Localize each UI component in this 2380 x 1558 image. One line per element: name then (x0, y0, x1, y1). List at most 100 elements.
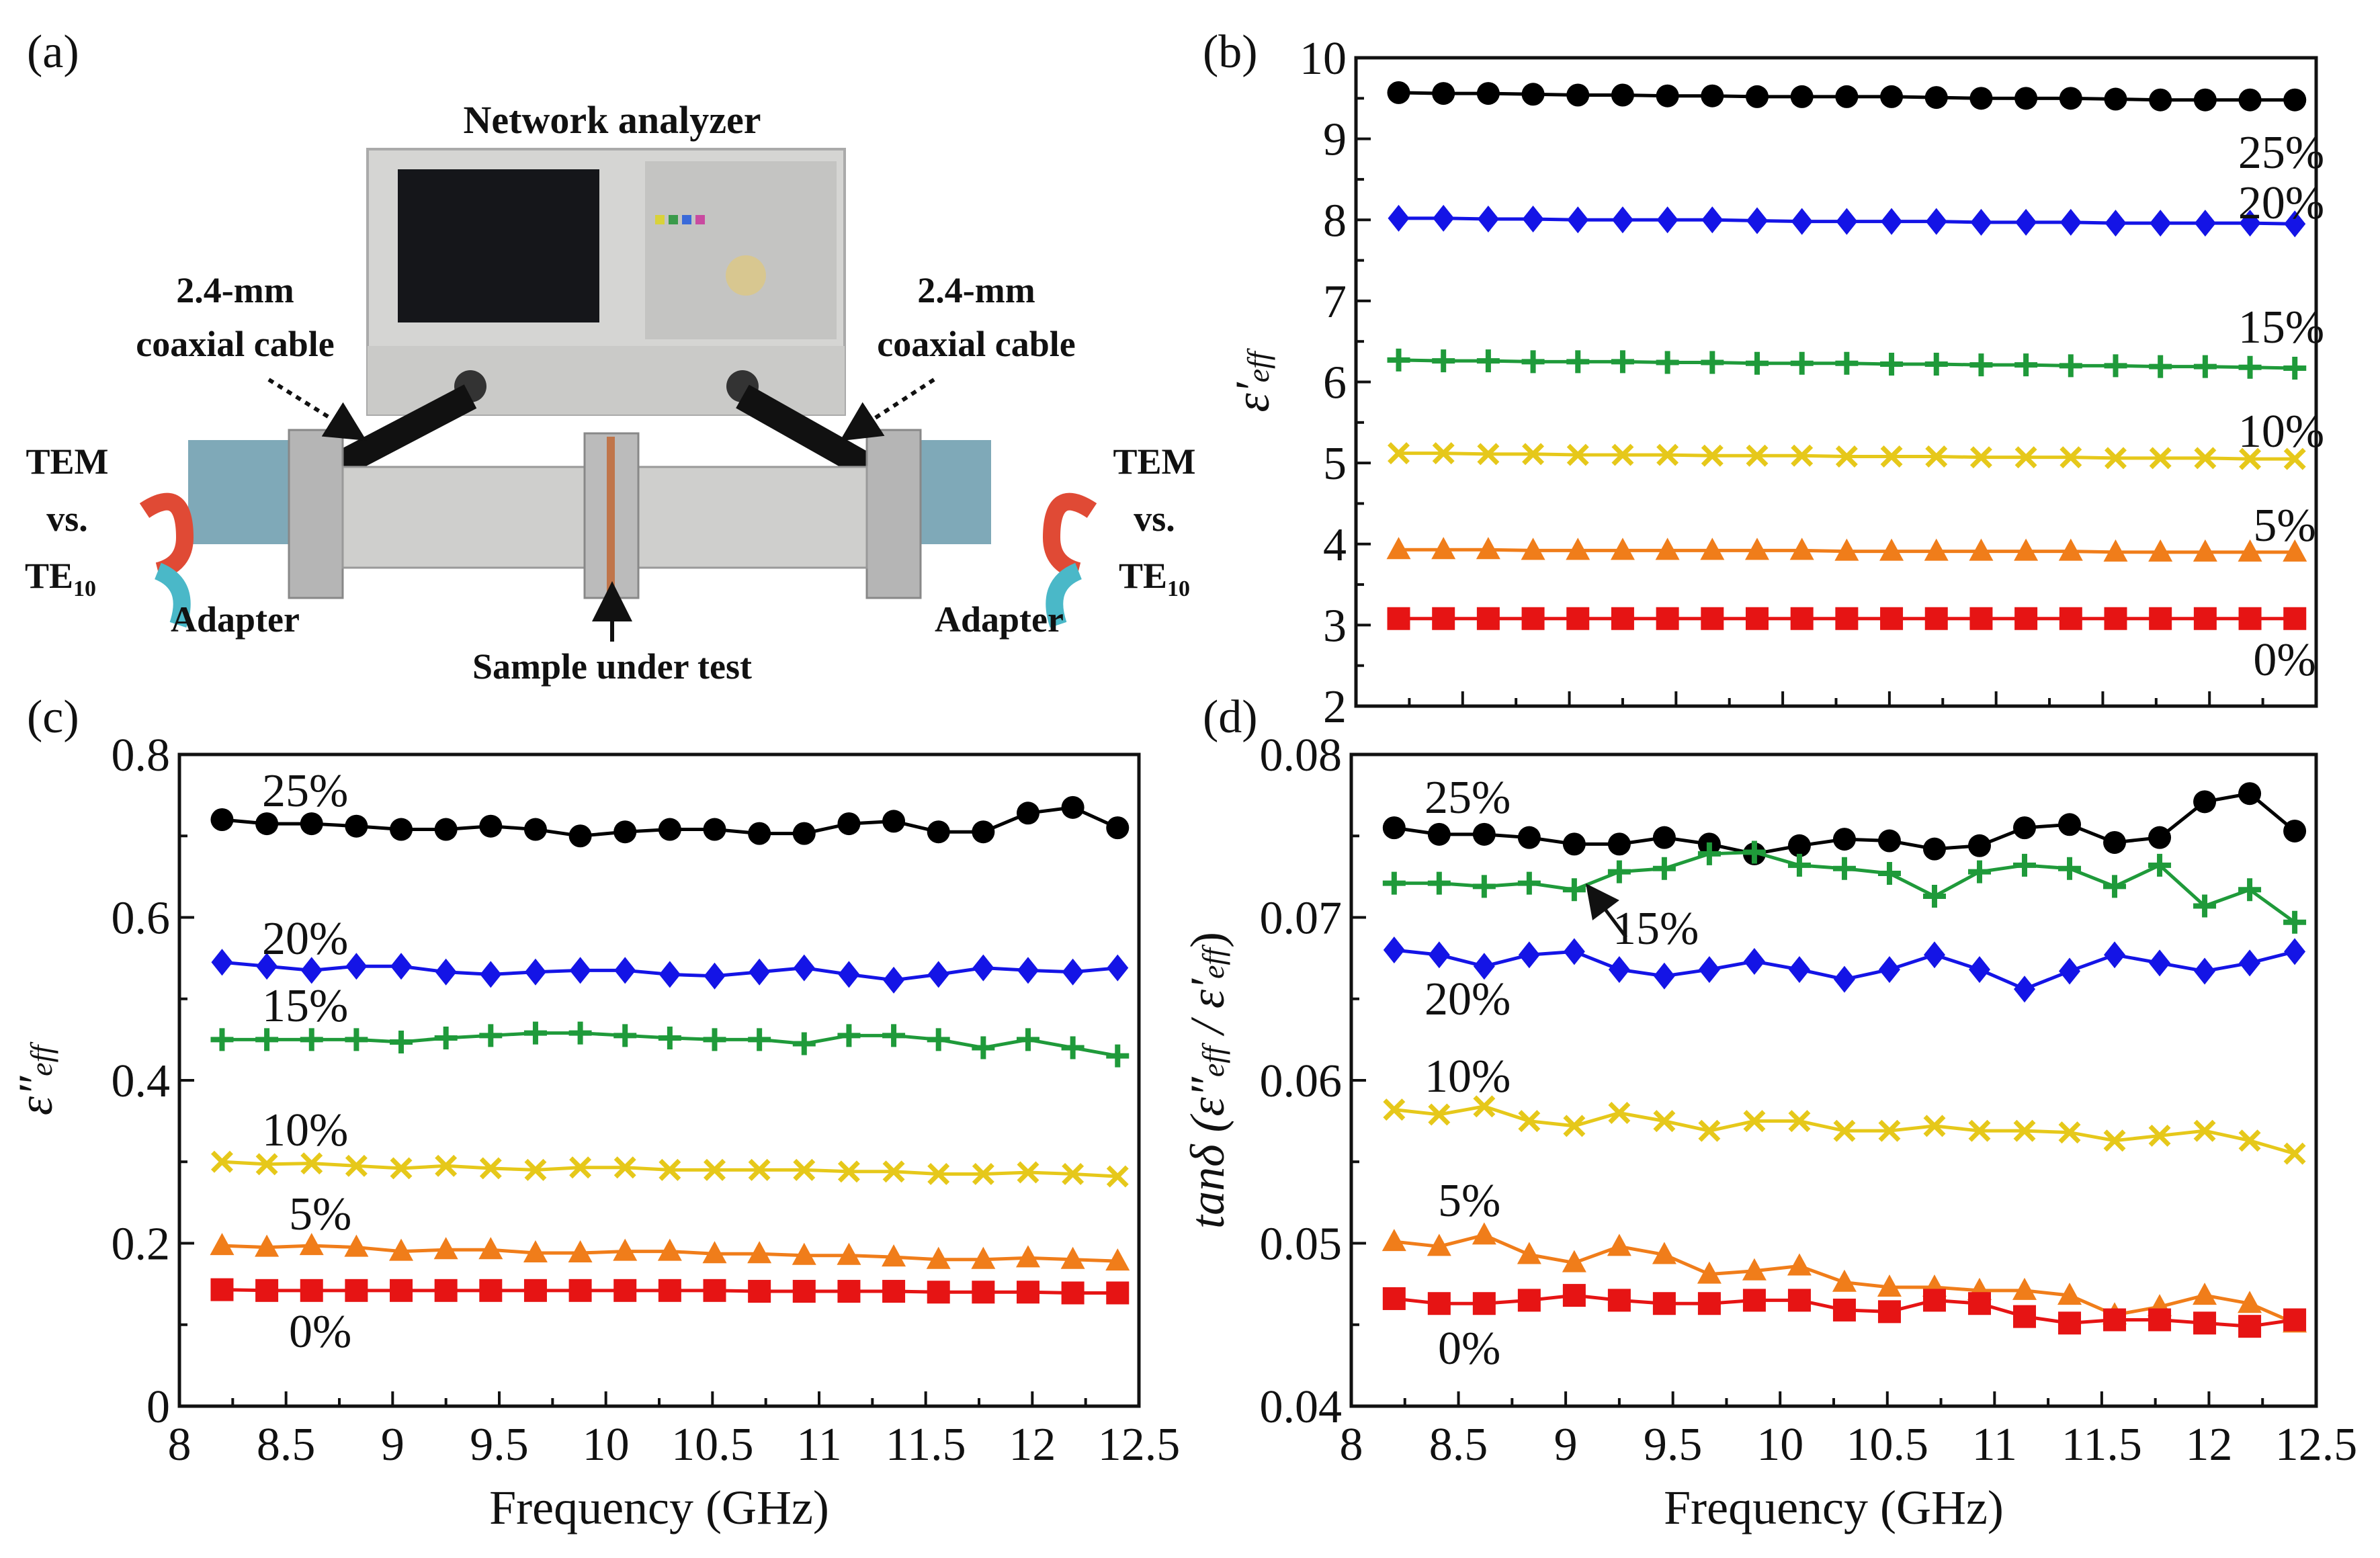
series-label: 15% (1613, 903, 1699, 955)
data-point (1970, 208, 1992, 236)
data-point (345, 1279, 368, 1302)
data-point (1742, 840, 1766, 864)
data-point (2059, 446, 2082, 469)
data-point (1881, 208, 1903, 235)
data-point (1746, 207, 1769, 234)
data-point (972, 820, 995, 844)
data-point (1745, 537, 1770, 560)
data-point (1562, 832, 1586, 856)
y-tick-label: 0.08 (1260, 730, 1343, 781)
x-tick-label: 11.5 (2062, 1419, 2142, 1471)
series-label: 5% (1438, 1175, 1500, 1227)
data-point (1062, 958, 1084, 986)
data-point (2284, 938, 2306, 965)
series-label: 20% (2238, 177, 2324, 229)
data-point (1969, 607, 1993, 630)
network-analyzer-label: Network analyzer (464, 98, 761, 142)
data-point (748, 1028, 771, 1051)
data-point (1432, 82, 1455, 105)
series-label: 5% (2253, 500, 2315, 552)
data-point (1787, 853, 1811, 877)
coaxial-cable-right (736, 384, 880, 482)
data-point (748, 1280, 771, 1303)
y-tick-label: 8 (1323, 195, 1347, 247)
data-point (1924, 86, 1948, 110)
data-point (1106, 1044, 1130, 1068)
charts: (b)2345678910ε′eff25%20%15%10%5%0%(c)00.… (9, 26, 2357, 1534)
data-point (1698, 1119, 1721, 1142)
data-point (1701, 444, 1724, 467)
data-point (1743, 947, 1765, 975)
series-label: 25% (2238, 127, 2324, 179)
data-point (1476, 349, 1500, 373)
data-point (613, 1024, 637, 1047)
y-tick-label: 0.8 (112, 730, 171, 781)
data-point (210, 1028, 234, 1051)
data-point (2058, 538, 2083, 561)
data-point (2284, 210, 2306, 238)
data-point (613, 1238, 638, 1261)
data-point (2194, 957, 2216, 985)
data-point (2014, 538, 2039, 561)
data-point (211, 949, 233, 976)
cable-left-line1: 2.4-mm (176, 270, 294, 310)
x-axis-label: Frequency (GHz) (1664, 1481, 2004, 1534)
series-label: 25% (262, 765, 348, 817)
data-point (1880, 445, 1903, 468)
data-point (568, 1279, 592, 1302)
data-point (1607, 860, 1631, 883)
data-point (1017, 1161, 1039, 1184)
data-point (1433, 204, 1455, 232)
data-point (1477, 206, 1499, 233)
data-point (1387, 81, 1410, 104)
data-point (2150, 210, 2172, 237)
data-point (1563, 938, 1585, 965)
data-point (2283, 88, 2307, 112)
data-point (1061, 1036, 1085, 1059)
data-point (2238, 355, 2262, 379)
cable-right-line2: coaxial cable (877, 324, 1075, 364)
data-point (2283, 356, 2307, 380)
data-point (1878, 1119, 1901, 1142)
y-axis-label: ε″eff (9, 1041, 62, 1116)
x-tick-label: 8 (168, 1419, 192, 1471)
data-point (255, 1153, 278, 1176)
data-point (792, 822, 816, 845)
data-point (2103, 875, 2127, 898)
data-point (1015, 1245, 1040, 1268)
data-point (210, 1278, 234, 1301)
data-point (523, 1021, 547, 1045)
y-axis-label: ε′eff (1226, 347, 1279, 412)
data-point (1427, 871, 1451, 895)
data-point (434, 818, 458, 841)
x-tick-label: 11.5 (886, 1419, 966, 1471)
chart-c: (c) 0 0.2 0.4 0.6 0.8 8 8.5 9 9.5 10 10.5 11 11.5 12 12… (9, 691, 1180, 1534)
data-point (300, 957, 323, 984)
data-point (1382, 871, 1406, 895)
data-point (2194, 210, 2216, 237)
data-point (1611, 607, 1634, 630)
data-point (1742, 1289, 1766, 1312)
data-point (793, 1158, 816, 1181)
data-point (704, 962, 726, 990)
data-point (2058, 1121, 2081, 1144)
data-point (2194, 447, 2217, 470)
data-point (703, 818, 726, 841)
data-point (1522, 206, 1544, 233)
data-point (1105, 1248, 1130, 1271)
data-point (1432, 349, 1455, 373)
series-10pct: 10% (210, 1105, 1129, 1188)
data-point (1427, 822, 1451, 846)
data-point (390, 953, 413, 980)
data-point (1746, 351, 1769, 375)
data-point (2193, 790, 2217, 814)
data-point (972, 1281, 995, 1304)
data-point (1431, 537, 1456, 560)
data-point (1562, 1284, 1586, 1307)
data-point (613, 1279, 637, 1302)
y-tick-label: 9 (1323, 114, 1347, 166)
y-tick-label: 3 (1323, 600, 1347, 652)
te10-left: TE10 (25, 556, 96, 601)
data-point (210, 808, 234, 831)
y-axis-label: tanδ (ε″eff / ε′eff) (1181, 932, 1234, 1229)
